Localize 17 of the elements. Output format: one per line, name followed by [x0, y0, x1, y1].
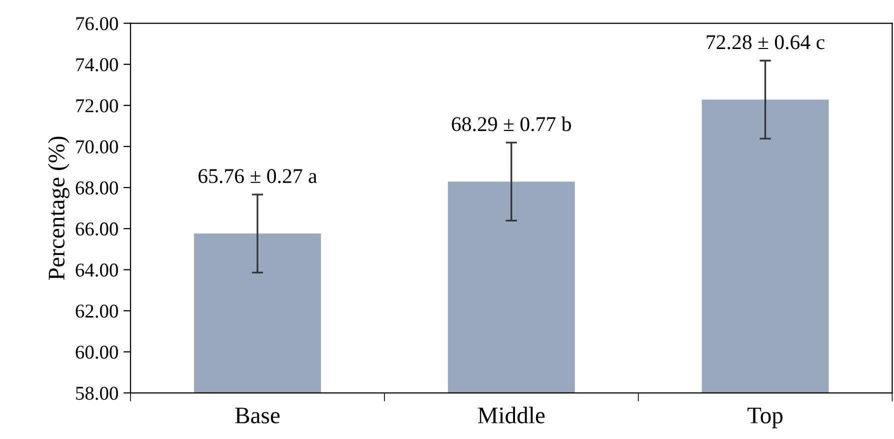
y-tick-label: 62.00 [76, 304, 118, 318]
y-axis-title: Percentage (%) [48, 136, 70, 280]
y-tick-label: 70.00 [76, 140, 118, 154]
x-tick-label: Top [748, 408, 783, 428]
data-label: 65.76 ± 0.27 a [198, 169, 318, 184]
y-tick-label: 68.00 [76, 181, 118, 195]
data-label: 68.29 ± 0.77 b [452, 116, 571, 132]
y-tick-label: 76.00 [76, 17, 118, 30]
x-tick-label: Base [235, 408, 280, 424]
y-tick-label: 58.00 [76, 386, 118, 400]
y-tick-label: 64.00 [76, 264, 118, 277]
y-tick-label: 66.00 [76, 222, 118, 236]
y-tick-label: 72.00 [76, 99, 118, 112]
y-tick-label: 74.00 [76, 58, 118, 72]
x-tick-label: Middle [478, 406, 545, 424]
y-tick-label: 60.00 [76, 346, 118, 359]
data-label: 72.28 ± 0.64 c [706, 35, 824, 50]
